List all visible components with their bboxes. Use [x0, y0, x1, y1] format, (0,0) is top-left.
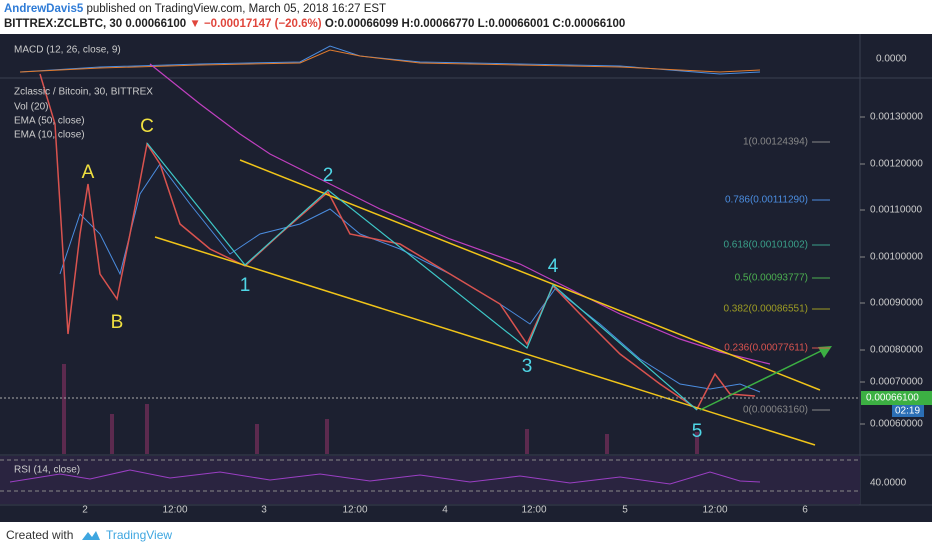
trend-line	[154, 236, 816, 446]
wave-label: B	[111, 312, 124, 333]
wave-label: 5	[692, 421, 703, 442]
price-label: 0.00080000	[870, 345, 923, 356]
macd-signal	[19, 49, 761, 73]
wave-label: 1	[240, 275, 251, 296]
time-label: 12:00	[702, 505, 727, 516]
time-label: 3	[261, 505, 267, 516]
wave-label: 4	[548, 256, 559, 277]
rsi-line	[9, 469, 761, 485]
price-tag	[861, 391, 932, 405]
pane-label: RSI (14, close)	[14, 465, 80, 476]
price-label: 0.00070000	[870, 377, 923, 388]
wave-path	[146, 142, 698, 411]
fib-label: 0.236(0.00077611)	[724, 343, 808, 354]
time-label: 12:00	[162, 505, 187, 516]
symbol-line: BITTREX:ZCLBTC, 30 0.00066100 ▼ −0.00017…	[4, 18, 625, 30]
arrow-head	[818, 346, 832, 358]
price-label: 0.00100000	[870, 252, 923, 263]
time-label: 6	[802, 505, 808, 516]
publish-line: AndrewDavis5 published on TradingView.co…	[4, 3, 386, 15]
target-arrow	[699, 348, 826, 411]
wave-label: C	[140, 116, 154, 137]
pane-label: EMA (50, close)	[14, 116, 85, 127]
header: AndrewDavis5 published on TradingView.co…	[0, 0, 932, 34]
volume	[62, 364, 699, 454]
brand[interactable]: TradingView	[106, 528, 173, 542]
fib-label: 0(0.00063160)	[743, 405, 808, 416]
fib-label: 1(0.00124394)	[743, 137, 808, 148]
time-label: 12:00	[521, 505, 546, 516]
fib-label: 0.382(0.00086551)	[723, 304, 808, 315]
pane-label: Zclassic / Bitcoin, 30, BITTREX	[14, 87, 153, 98]
author[interactable]: AndrewDavis5	[4, 3, 84, 15]
price-tag-label: 0.00066100	[866, 393, 919, 404]
pane-label: Vol (20)	[14, 102, 48, 113]
price-label: 0.00090000	[870, 298, 923, 309]
background	[0, 34, 932, 522]
price-label: 0.00060000	[870, 419, 923, 430]
pane-label: MACD (12, 26, close, 9)	[14, 45, 121, 56]
rsi-axis-label: 40.0000	[870, 478, 907, 489]
chart-area: MACD (12, 26, close, 9) Zclassic / Bitcoi…	[0, 34, 932, 522]
price	[39, 73, 756, 411]
fib-label: 0.618(0.00101002)	[723, 240, 808, 251]
price-label: 0.00130000	[870, 112, 923, 123]
time-label: 12:00	[342, 505, 367, 516]
macd-axis-label: 0.0000	[876, 54, 907, 65]
ema-50	[149, 63, 771, 365]
price-label: 0.00120000	[870, 159, 923, 170]
fib-label: 0.786(0.00111290)	[725, 195, 808, 206]
time-label: 2	[82, 505, 88, 516]
trend-line	[239, 159, 821, 391]
time-label: 5	[622, 505, 628, 516]
ema-10	[59, 163, 761, 393]
fib-label: 0.5(0.00093777)	[735, 273, 808, 284]
countdown-tag	[892, 405, 924, 417]
price-label: 0.00110000	[870, 205, 923, 216]
created-with: Created with	[6, 528, 74, 542]
symbol: BITTREX:ZCLBTC, 30	[4, 18, 123, 30]
publish-info: published on TradingView.com, March 05, …	[86, 3, 387, 15]
time-label: 4	[442, 505, 448, 516]
countdown-label: 02:19	[895, 406, 920, 417]
rsi-band	[0, 456, 860, 504]
wave-label: 2	[323, 165, 334, 186]
wave-label: 3	[522, 356, 533, 377]
change: ▼ −0.00017147 (−20.6%)	[189, 18, 322, 30]
logo	[82, 531, 100, 540]
ohlc: O:0.00066099 H:0.00066770 L:0.00066001 C…	[324, 18, 626, 30]
last-price: 0.00066100	[125, 18, 187, 30]
footer: Created with TradingView	[0, 522, 932, 550]
wave-label: A	[82, 162, 95, 183]
pane-label: EMA (10, close)	[14, 130, 85, 141]
